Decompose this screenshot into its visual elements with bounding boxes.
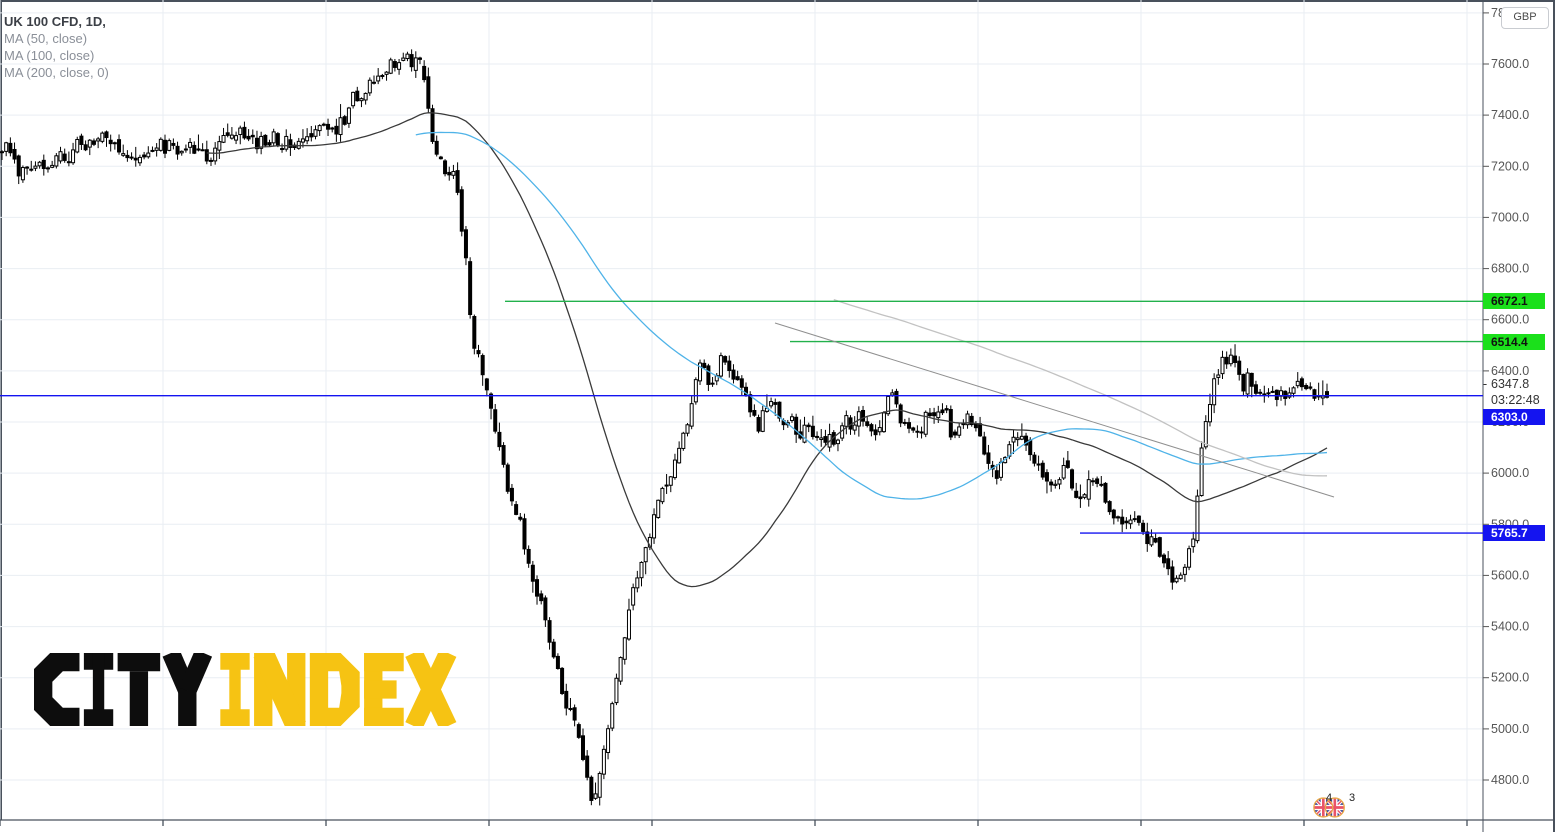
svg-text:6400.0: 6400.0 <box>1491 364 1529 378</box>
svg-text:7600.0: 7600.0 <box>1491 57 1529 71</box>
svg-text:6800.0: 6800.0 <box>1491 262 1529 276</box>
svg-text:7200.0: 7200.0 <box>1491 159 1529 173</box>
svg-text:7000.0: 7000.0 <box>1491 210 1529 224</box>
svg-text:4800.0: 4800.0 <box>1491 773 1529 787</box>
svg-text:5000.0: 5000.0 <box>1491 722 1529 736</box>
svg-text:6000.0: 6000.0 <box>1491 466 1529 480</box>
svg-text:7400.0: 7400.0 <box>1491 108 1529 122</box>
svg-text:6600.0: 6600.0 <box>1491 313 1529 327</box>
svg-text:5400.0: 5400.0 <box>1491 620 1529 634</box>
svg-text:5200.0: 5200.0 <box>1491 671 1529 685</box>
svg-text:5600.0: 5600.0 <box>1491 568 1529 582</box>
